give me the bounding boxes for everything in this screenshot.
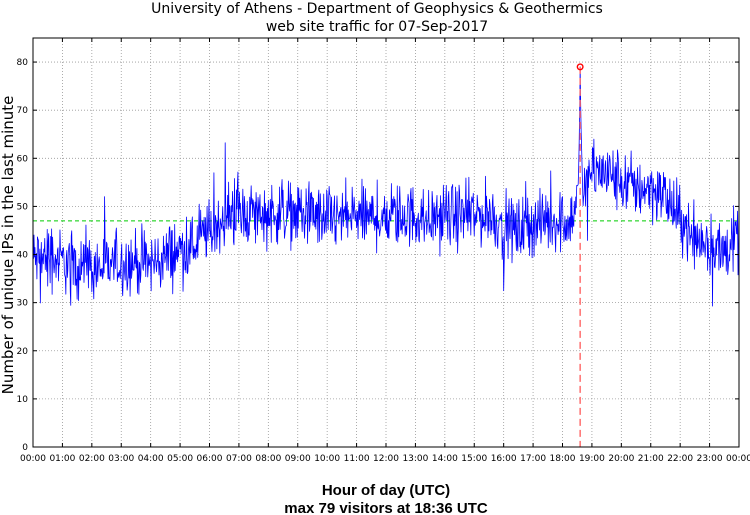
x-tick-label: 05:00 [167,454,193,464]
x-tick-label: 19:00 [579,454,605,464]
x-tick-label: 06:00 [197,454,223,464]
x-tick-label: 00:00 [726,454,750,464]
y-tick-label: 50 [17,202,29,212]
y-tick-label: 10 [17,395,29,405]
x-tick-label: 02:00 [79,454,105,464]
x-tick-label: 16:00 [491,454,517,464]
x-tick-label: 18:00 [550,454,576,464]
max-point-marker [576,63,584,71]
y-tick-label: 40 [17,251,29,261]
chart-subtitle: web site traffic for 07-Sep-2017 [266,19,488,35]
series-line [32,66,740,307]
y-axis-ticks: 0 10 20 30 40 50 60 70 80 [17,58,739,453]
x-tick-label: 20:00 [608,454,634,464]
y-tick-label: 20 [17,347,29,357]
x-tick-label: 09:00 [285,454,311,464]
y-tick-label: 0 [22,443,28,453]
x-tick-label: 23:00 [697,454,723,464]
x-tick-label: 07:00 [226,454,252,464]
x-tick-label: 15:00 [461,454,487,464]
y-tick-label: 80 [17,58,29,68]
x-axis-label: Hour of day (UTC) [322,482,450,499]
series-layer [32,66,740,307]
x-tick-label: 22:00 [667,454,693,464]
y-tick-label: 30 [17,299,29,309]
x-tick-label: 04:00 [138,454,164,464]
x-tick-label: 01:00 [49,454,75,464]
x-axis-ticks: 00:00 01:00 02:00 03:00 04:00 05:00 06:00 07:00… [20,38,750,464]
y-axis-label: Number of unique IPs in the last minute [0,96,17,395]
max-marker-layer [576,63,584,447]
x-tick-label: 21:00 [638,454,664,464]
x-tick-label: 11:00 [344,454,370,464]
chart-title: University of Athens - Department of Geo… [151,1,603,17]
x-tick-label: 00:00 [20,454,46,464]
y-tick-label: 60 [17,154,29,164]
y-tick-label: 70 [17,106,29,116]
grid [33,38,739,447]
x-tick-label: 13:00 [402,454,428,464]
x-tick-label: 12:00 [373,454,399,464]
x-tick-label: 10:00 [314,454,340,464]
x-tick-label: 03:00 [108,454,134,464]
x-tick-label: 08:00 [255,454,281,464]
x-tick-label: 14:00 [432,454,458,464]
max-visitors-annotation: max 79 visitors at 18:36 UTC [284,500,488,515]
x-tick-label: 17:00 [520,454,546,464]
